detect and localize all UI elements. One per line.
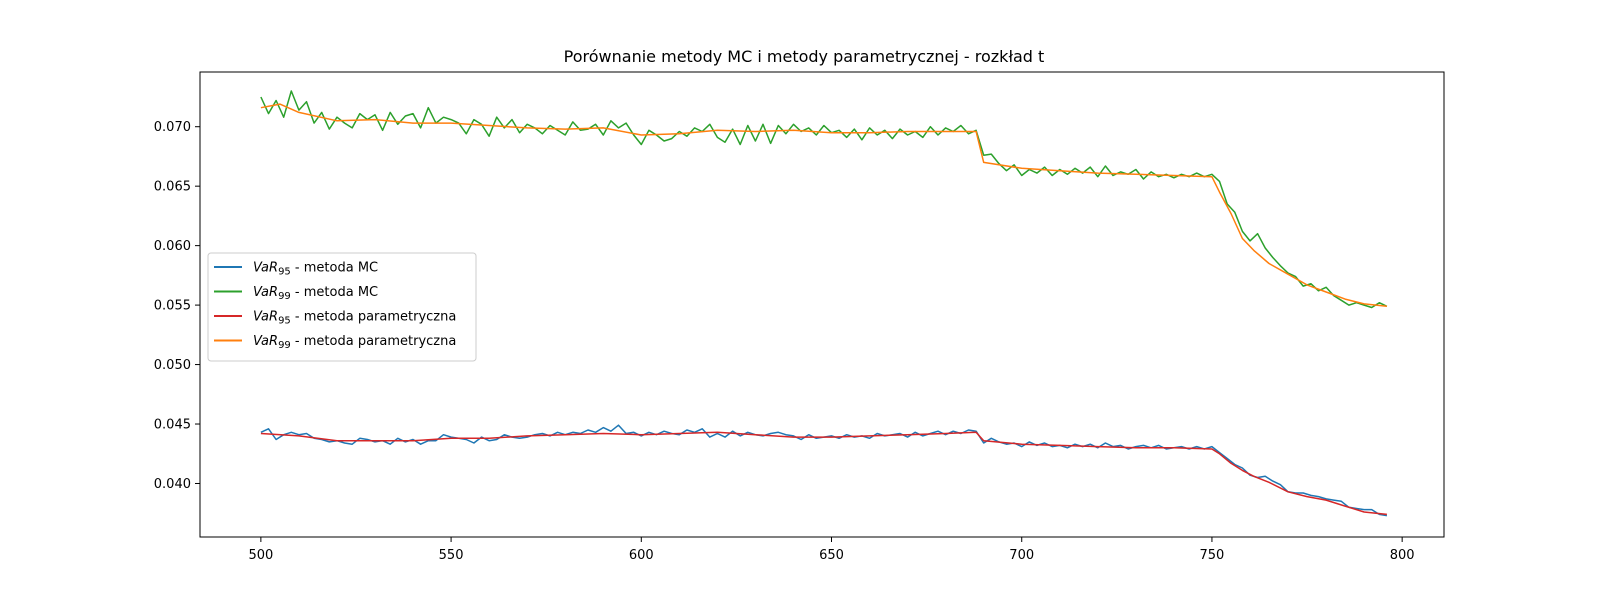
legend-box <box>207 252 477 362</box>
y-tick-label: 0.055 <box>154 299 191 314</box>
legend-label-var: VaR <box>253 285 278 300</box>
legend-label-text: - metoda MC <box>291 285 378 300</box>
x-tick-label: 650 <box>819 548 844 563</box>
x-axis: 500 550 600 650 700 750 800 <box>248 537 1415 563</box>
legend-label-subscript: 99 <box>278 291 291 302</box>
series-line-1 <box>260 424 1388 517</box>
legend-label-subscript: 95 <box>278 316 291 327</box>
y-tick-label: 0.050 <box>154 358 191 373</box>
series-line-3 <box>260 431 1387 516</box>
x-tick-label: 600 <box>629 548 654 563</box>
x-tick-label: 700 <box>1009 548 1034 563</box>
legend-label-var: VaR <box>253 334 278 349</box>
legend-label-text: - metoda parametryczna <box>291 310 457 325</box>
plot-frame <box>199 71 1445 538</box>
y-tick-label: 0.040 <box>154 477 191 492</box>
legend-label-text: - metoda parametryczna <box>291 334 457 349</box>
x-tick-label: 550 <box>439 548 464 563</box>
legend-label: VaR95 - metoda parametryczna <box>253 310 456 327</box>
x-tick-label: 800 <box>1390 548 1415 563</box>
legend-label: VaR99 - metoda MC <box>253 285 378 302</box>
legend-label-subscript: 99 <box>278 340 291 351</box>
chart-title: Porównanie metody MC i metody parametryc… <box>564 47 1045 66</box>
legend-label: VaR99 - metoda parametryczna <box>253 334 456 351</box>
y-tick-label: 0.070 <box>154 120 191 135</box>
y-tick-label: 0.065 <box>154 180 191 195</box>
legend-label-subscript: 95 <box>278 267 291 278</box>
y-axis: 0.040 0.045 0.050 0.055 0.060 0.065 0.070 <box>154 120 200 492</box>
y-tick-label: 0.045 <box>154 418 191 433</box>
legend-label: VaR95 - metoda MC <box>253 261 378 278</box>
y-tick-label: 0.060 <box>154 239 191 254</box>
series-line-4 <box>260 103 1387 308</box>
legend-label-var: VaR <box>253 261 278 276</box>
x-tick-label: 750 <box>1200 548 1225 563</box>
x-tick-label: 500 <box>248 548 273 563</box>
legend-label-var: VaR <box>253 310 278 325</box>
legend-label-text: - metoda MC <box>291 261 378 276</box>
series-line-2 <box>260 90 1388 309</box>
plot-area <box>260 90 1388 517</box>
